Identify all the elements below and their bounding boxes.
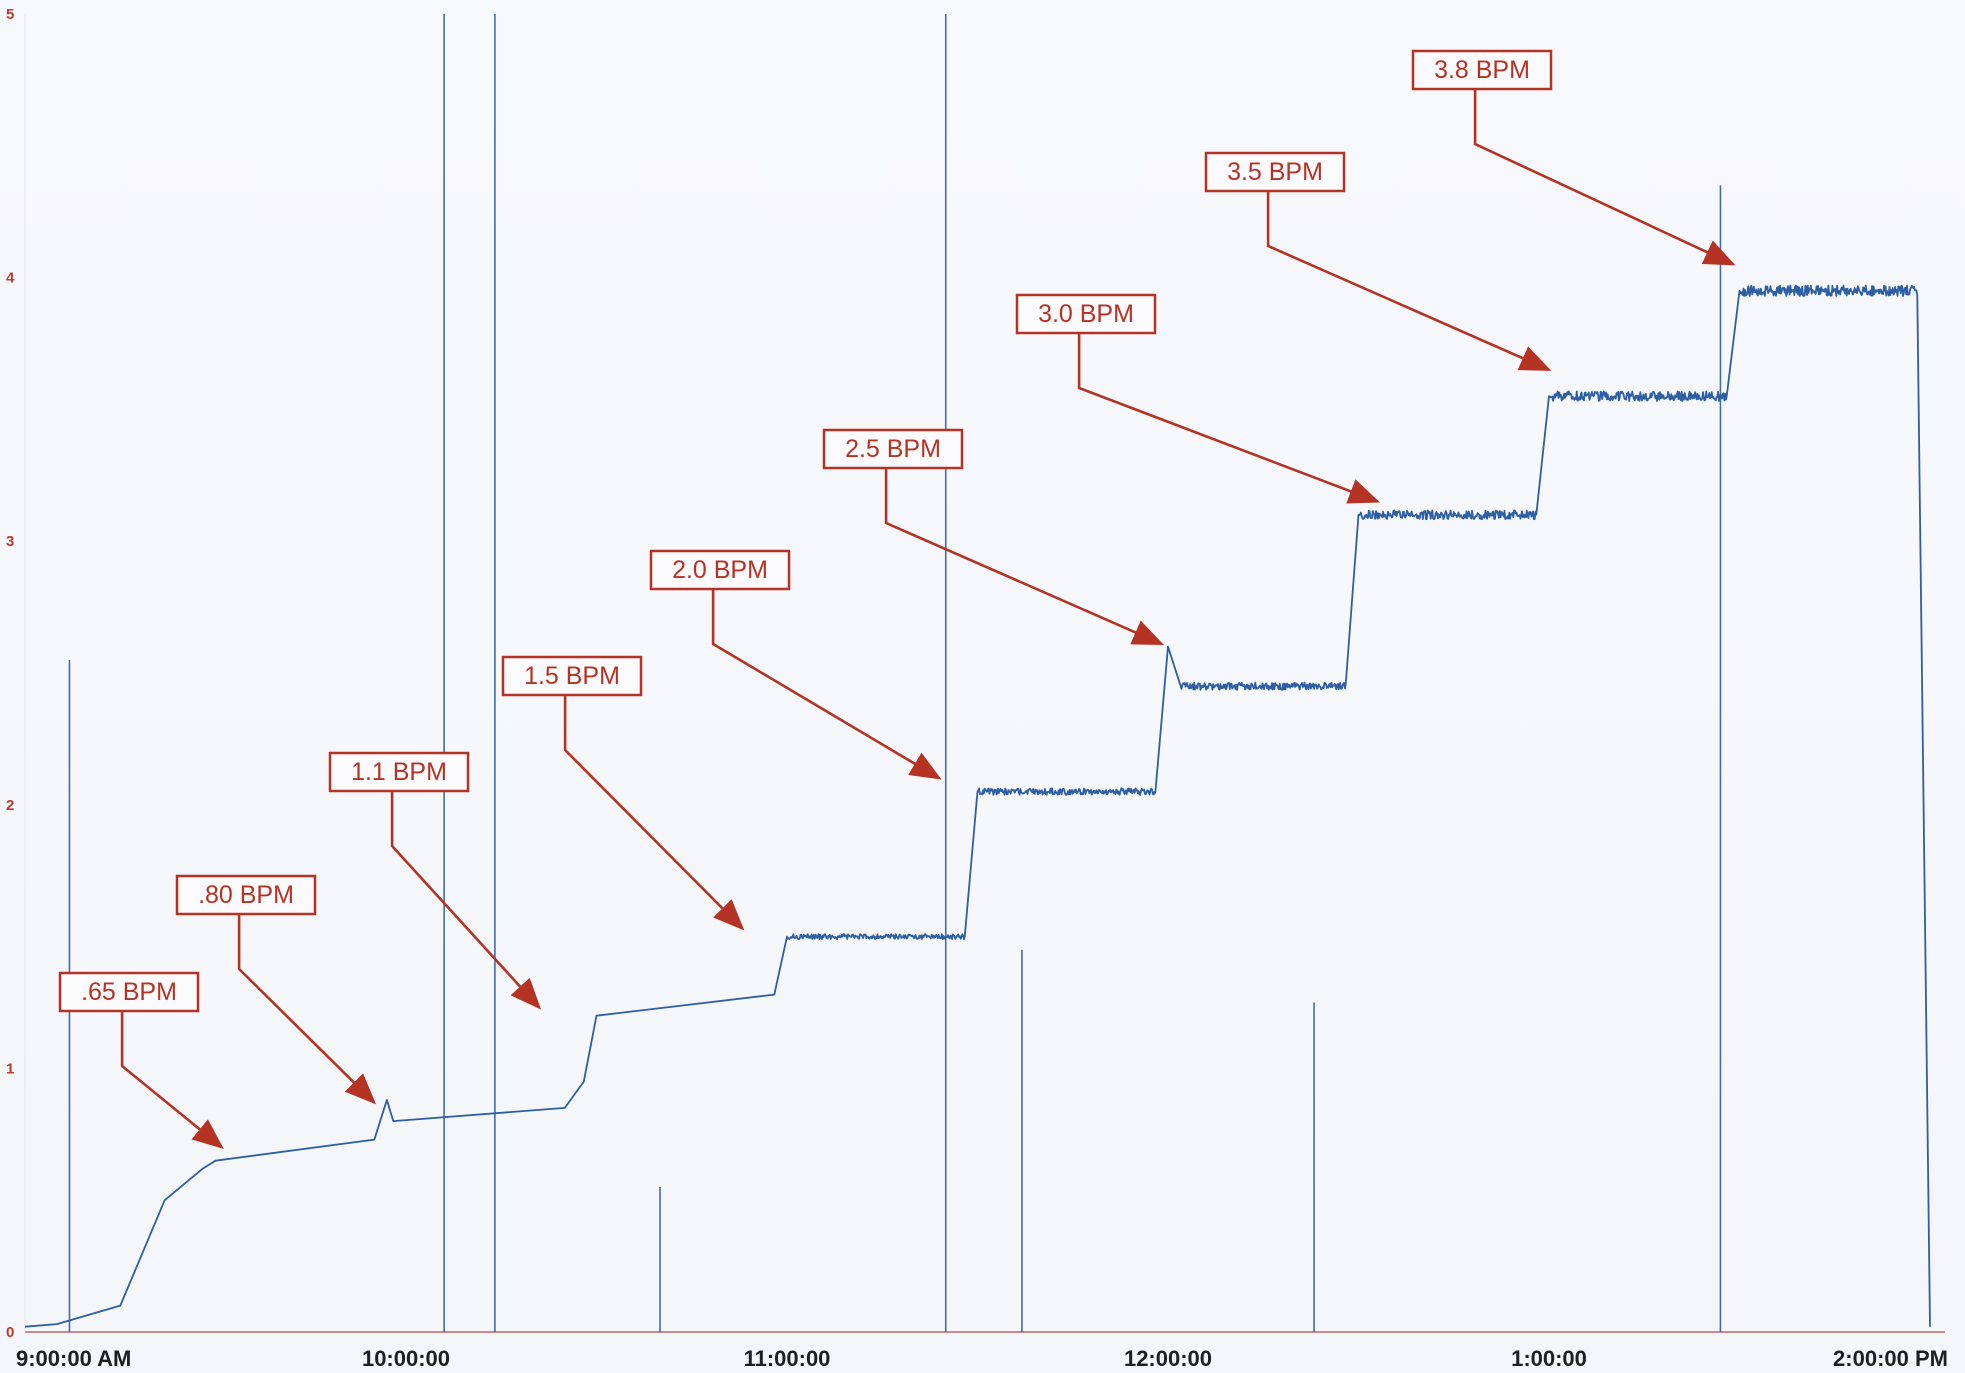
annotation: 3.5 BPM xyxy=(1204,151,1552,371)
annotation-label: 3.8 BPM xyxy=(1434,56,1530,84)
annotation: 3.8 BPM xyxy=(1411,49,1736,266)
annotation: 1.5 BPM xyxy=(501,655,745,931)
annotation-arrow xyxy=(390,791,542,1010)
y-tick-label: 2 xyxy=(6,797,14,814)
annotation-arrow xyxy=(1077,333,1380,504)
annotation-box xyxy=(822,428,964,470)
annotation-label: 3.5 BPM xyxy=(1227,158,1323,186)
annotation: 2.0 BPM xyxy=(649,549,942,780)
annotation-label: 1.1 BPM xyxy=(351,758,447,786)
annotation-label: 2.0 BPM xyxy=(672,556,768,584)
x-tick-label: 10:00:00 xyxy=(362,1346,450,1371)
x-tick-label: 1:00:00 xyxy=(1511,1346,1587,1371)
annotation-label: .65 BPM xyxy=(81,978,177,1006)
annotation-box xyxy=(1015,293,1157,335)
annotation-arrow xyxy=(1266,191,1552,371)
y-tick-label: 3 xyxy=(6,533,14,550)
y-tick-label: 5 xyxy=(6,6,14,23)
x-tick-label: 2:00:00 PM xyxy=(1833,1346,1948,1371)
y-tick-label: 0 xyxy=(6,1324,14,1341)
annotation: .80 BPM xyxy=(175,874,377,1105)
y-tick-label: 4 xyxy=(6,270,15,287)
x-tick-label: 11:00:00 xyxy=(744,1346,831,1371)
annotation-box xyxy=(175,874,317,916)
annotation: 1.1 BPM xyxy=(328,751,542,1010)
annotation-arrow xyxy=(884,468,1165,646)
annotation-arrow xyxy=(1473,89,1736,266)
annotation-label: .80 BPM xyxy=(198,881,294,909)
x-tick-label: 12:00:00 xyxy=(1124,1346,1212,1371)
annotation-label: 1.5 BPM xyxy=(524,662,620,690)
annotation: 3.0 BPM xyxy=(1015,293,1380,504)
series-line xyxy=(24,284,1931,1328)
annotation-label: 2.5 BPM xyxy=(845,435,941,463)
annotation-box xyxy=(501,655,643,697)
y-tick-label: 1 xyxy=(6,1060,14,1077)
annotation: .65 BPM xyxy=(58,971,224,1150)
annotation-arrow xyxy=(120,1011,224,1150)
annotation-label: 3.0 BPM xyxy=(1038,300,1134,328)
annotation-box xyxy=(1204,151,1346,193)
annotation-arrow xyxy=(711,589,942,780)
annotation-box xyxy=(58,971,200,1013)
annotation-box xyxy=(1411,49,1553,91)
x-tick-label: 9:00:00 AM xyxy=(16,1346,131,1371)
annotation-arrow xyxy=(237,914,377,1105)
annotation-box xyxy=(328,751,470,793)
annotation-arrow xyxy=(563,695,745,931)
annotation: 2.5 BPM xyxy=(822,428,1165,646)
annotation-box xyxy=(649,549,791,591)
